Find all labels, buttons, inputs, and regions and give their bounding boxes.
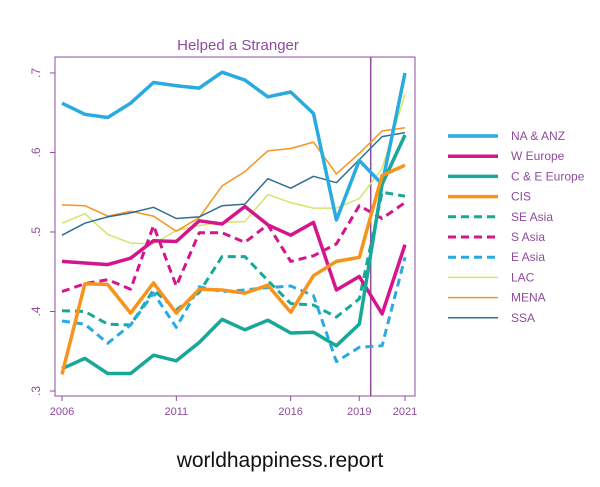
legend-label-lac: LAC xyxy=(511,270,535,284)
legend-label-mena: MENA xyxy=(511,291,546,305)
series-line-mena xyxy=(61,127,406,232)
series-line-ssa xyxy=(61,131,406,236)
series-line-lac xyxy=(61,94,406,245)
x-axis: 2006 2011 2016 2019 2021 xyxy=(50,396,417,418)
legend-label-s-asia: S Asia xyxy=(511,230,545,244)
legend-label-se-asia: SE Asia xyxy=(511,210,553,224)
plot-frame xyxy=(54,56,416,397)
y-tick-label: .7 xyxy=(29,68,43,78)
line-chart: Helped a Stranger .3 .4 .5 .6 .7 2006 2011 201… xyxy=(29,37,585,418)
series-line-w-europe xyxy=(61,204,407,316)
legend-label-cis: CIS xyxy=(511,190,531,204)
y-axis: .3 .4 .5 .6 .7 xyxy=(29,68,55,396)
x-tick-label: 2006 xyxy=(50,406,74,418)
legend-label-c-e-europe: C & E Europe xyxy=(511,169,585,183)
series-lines xyxy=(60,70,407,376)
series-line-s-asia xyxy=(61,201,406,294)
x-tick-label: 2019 xyxy=(347,406,371,418)
series-line-cis xyxy=(60,163,406,375)
x-tick-label: 2016 xyxy=(278,406,302,418)
y-tick-label: .6 xyxy=(29,147,43,157)
x-tick-label: 2021 xyxy=(393,406,417,418)
legend-label-w-europe: W Europe xyxy=(511,149,565,163)
series-line-e-asia xyxy=(61,257,407,364)
y-tick-label: .5 xyxy=(29,227,43,237)
legend-label-na-anz: NA & ANZ xyxy=(511,129,565,143)
y-tick-label: .3 xyxy=(29,386,43,396)
series-line-na-anz xyxy=(61,70,407,222)
chart-title: Helped a Stranger xyxy=(177,37,299,54)
legend: NA & ANZ W Europe C & E Europe CIS SE Asia S … xyxy=(448,129,585,325)
legend-label-e-asia: E Asia xyxy=(511,250,545,264)
series-line-c-e-europe xyxy=(61,134,407,376)
y-tick-label: .4 xyxy=(29,306,43,316)
source-footer: worldhappiness.report xyxy=(176,449,384,472)
x-tick-label: 2011 xyxy=(165,406,189,418)
series-line-se-asia xyxy=(61,190,406,327)
legend-label-ssa: SSA xyxy=(511,311,535,325)
